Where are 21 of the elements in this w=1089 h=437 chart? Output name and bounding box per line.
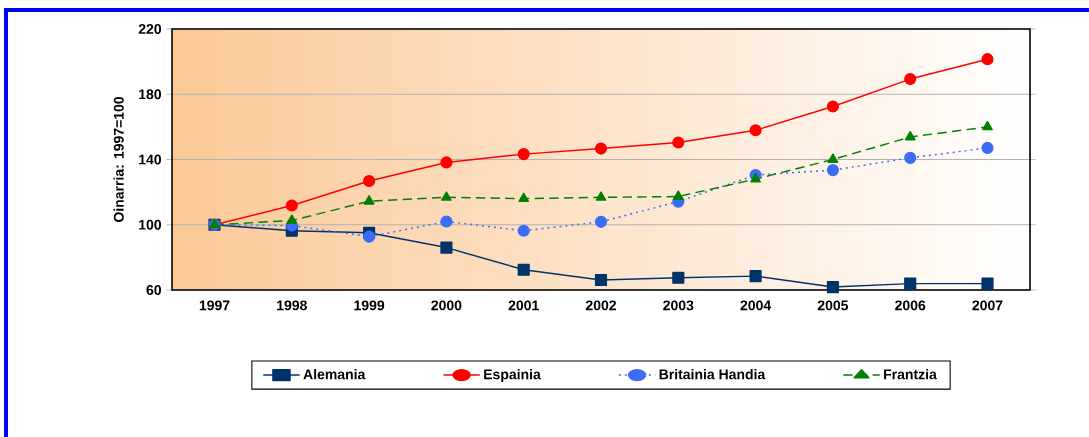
y-tick-label: 180	[139, 89, 162, 100]
y-tick-label: 60	[146, 285, 162, 295]
x-tick-label: 1998	[277, 300, 307, 311]
x-tick-label: 2003	[663, 300, 694, 311]
legend-label: Frantzia	[884, 369, 937, 380]
x-tick-label: 2004	[740, 300, 772, 311]
y-tick-label: 220	[138, 24, 162, 34]
y-tick-label: 100	[139, 219, 162, 230]
x-tick-label: 2006	[895, 300, 926, 311]
x-tick-label: 1999	[354, 300, 385, 311]
x-tick-label: 2002	[585, 300, 616, 311]
x-tick-label: 2001	[508, 300, 539, 311]
y-axis-title: Oinarria: 1997=100	[113, 96, 124, 223]
y-tick-label: 140	[139, 154, 162, 165]
legend-label: Espainia	[484, 369, 541, 383]
legend-label: Alemania	[303, 369, 366, 380]
x-tick-label: 2007	[972, 300, 1003, 311]
legend-label: Britainia Handia	[659, 369, 766, 380]
x-tick-label: 2000	[431, 300, 462, 311]
x-tick-label: 1997	[199, 300, 230, 311]
x-tick-label: 2005	[817, 300, 849, 311]
